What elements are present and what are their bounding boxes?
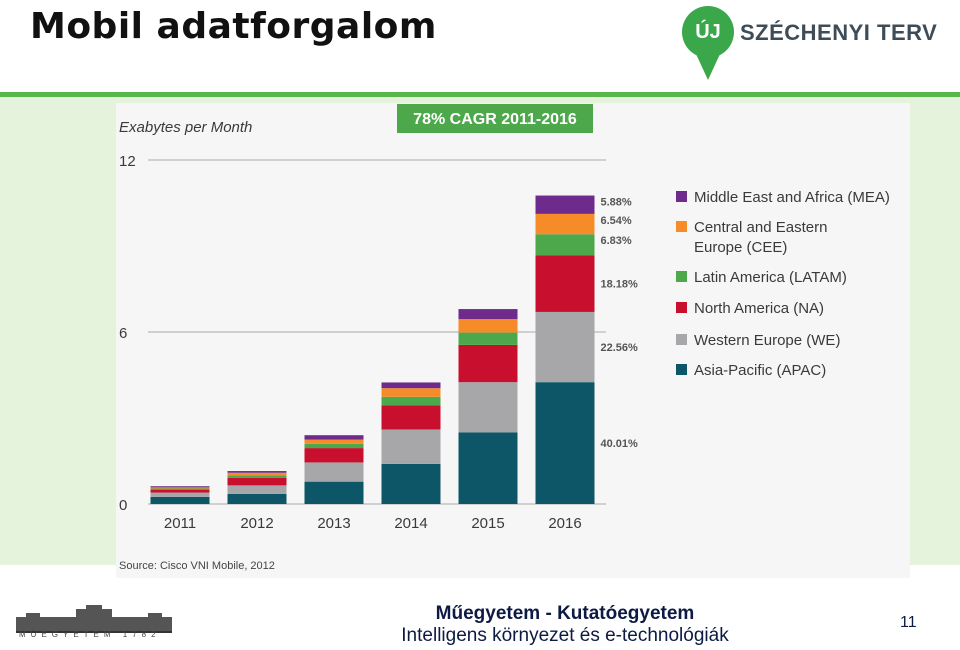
x-tick-label: 2014	[394, 515, 427, 532]
header-divider	[0, 92, 960, 97]
bar-segment	[304, 462, 364, 482]
bar-segment	[304, 443, 364, 449]
share-annotation: 5.88%	[601, 197, 632, 209]
share-annotation: 18.18%	[601, 279, 639, 291]
share-annotation: 40.01%	[601, 438, 639, 450]
bar-segment	[458, 432, 518, 504]
bar-segment	[227, 471, 287, 473]
bar-segment	[227, 475, 287, 478]
legend-swatch	[676, 191, 687, 202]
bar-segment	[227, 485, 287, 494]
cagr-banner	[397, 104, 593, 133]
bar-segment	[150, 486, 210, 488]
bar-segment	[535, 255, 595, 312]
y-tick-label: 0	[119, 497, 127, 514]
footer-center: Műegyetem - Kutatóegyetem Intelligens kö…	[360, 603, 770, 647]
legend-label: North America (NA)	[694, 300, 824, 317]
bar-segment	[458, 309, 518, 320]
chart-title: 78% CAGR 2011-2016	[413, 111, 577, 128]
legend-label: Central and Eastern	[694, 219, 827, 236]
chart-source: Source: Cisco VNI Mobile, 2012	[119, 560, 275, 572]
slide-title: Mobil adatforgalom	[30, 6, 437, 47]
bar-segment	[381, 396, 441, 406]
legend-swatch	[676, 271, 687, 282]
stacked-bar-chart: 78% CAGR 2011-2016 Exabytes per Month 0 6…	[119, 104, 890, 572]
legend-label: Latin America (LATAM)	[694, 269, 847, 286]
legend-label: Middle East and Africa (MEA)	[694, 189, 890, 206]
page-number: 11	[900, 614, 917, 631]
legend-swatch	[676, 334, 687, 345]
bar-segment	[304, 448, 364, 463]
bar-segment	[304, 439, 364, 444]
bar-segment	[381, 388, 441, 397]
legend-label: Asia-Pacific (APAC)	[694, 362, 826, 379]
bar-segment	[150, 487, 210, 489]
bar-segment	[304, 435, 364, 440]
bar-segment	[458, 319, 518, 333]
share-annotation: 6.54%	[601, 215, 632, 227]
bar-segment	[381, 463, 441, 504]
bar-segment	[150, 489, 210, 493]
chart-panel: 78% CAGR 2011-2016 Exabytes per Month 0 6…	[116, 103, 910, 578]
legend-swatch	[676, 221, 687, 232]
x-tick-label: 2011	[164, 515, 196, 532]
logo-text: SZÉCHENYI TERV	[740, 20, 938, 45]
y-tick-label: 12	[119, 153, 136, 170]
bar-segment	[227, 477, 287, 486]
x-tick-label: 2016	[548, 515, 581, 532]
bar-segment	[227, 493, 287, 504]
footer-caption: MŰEGYETEM 1782	[19, 630, 161, 639]
legend-swatch	[676, 302, 687, 313]
bar-segment	[535, 311, 595, 383]
bar-segment	[535, 382, 595, 504]
footer-institution: Műegyetem - Kutatóegyetem	[435, 603, 695, 624]
x-tick-label: 2013	[317, 515, 350, 532]
bar-segment	[304, 481, 364, 504]
bar-segment	[535, 213, 595, 235]
y-axis-label: Exabytes per Month	[119, 119, 252, 136]
footer-program: Intelligens környezet és e-technológiák	[401, 625, 729, 646]
bar-segment	[535, 195, 595, 214]
bar-segment	[150, 492, 210, 497]
bar-segment	[458, 382, 518, 433]
legend-label: Europe (CEE)	[694, 239, 787, 256]
share-annotation: 6.83%	[601, 235, 632, 247]
bar-segment	[535, 234, 595, 256]
x-tick-label: 2012	[240, 515, 273, 532]
muegyetem-building-logo	[16, 605, 172, 633]
bar-segment	[381, 405, 441, 430]
bar-segment	[458, 332, 518, 345]
bar-segment	[458, 344, 518, 383]
legend-swatch	[676, 364, 687, 375]
bar-segment	[150, 496, 210, 504]
szechenyi-terv-logo: ÚJ SZÉCHENYI TERV	[680, 4, 937, 84]
logo-badge: ÚJ	[695, 21, 721, 43]
bar-segment	[150, 488, 210, 490]
x-tick-label: 2015	[471, 515, 504, 532]
bar-segment	[381, 382, 441, 389]
y-tick-label: 6	[119, 325, 127, 342]
legend-label: Western Europe (WE)	[694, 332, 840, 349]
map-pin-icon	[682, 6, 734, 80]
bar-segment	[227, 472, 287, 476]
bar-segment	[381, 429, 441, 464]
share-annotation: 22.56%	[601, 342, 639, 354]
